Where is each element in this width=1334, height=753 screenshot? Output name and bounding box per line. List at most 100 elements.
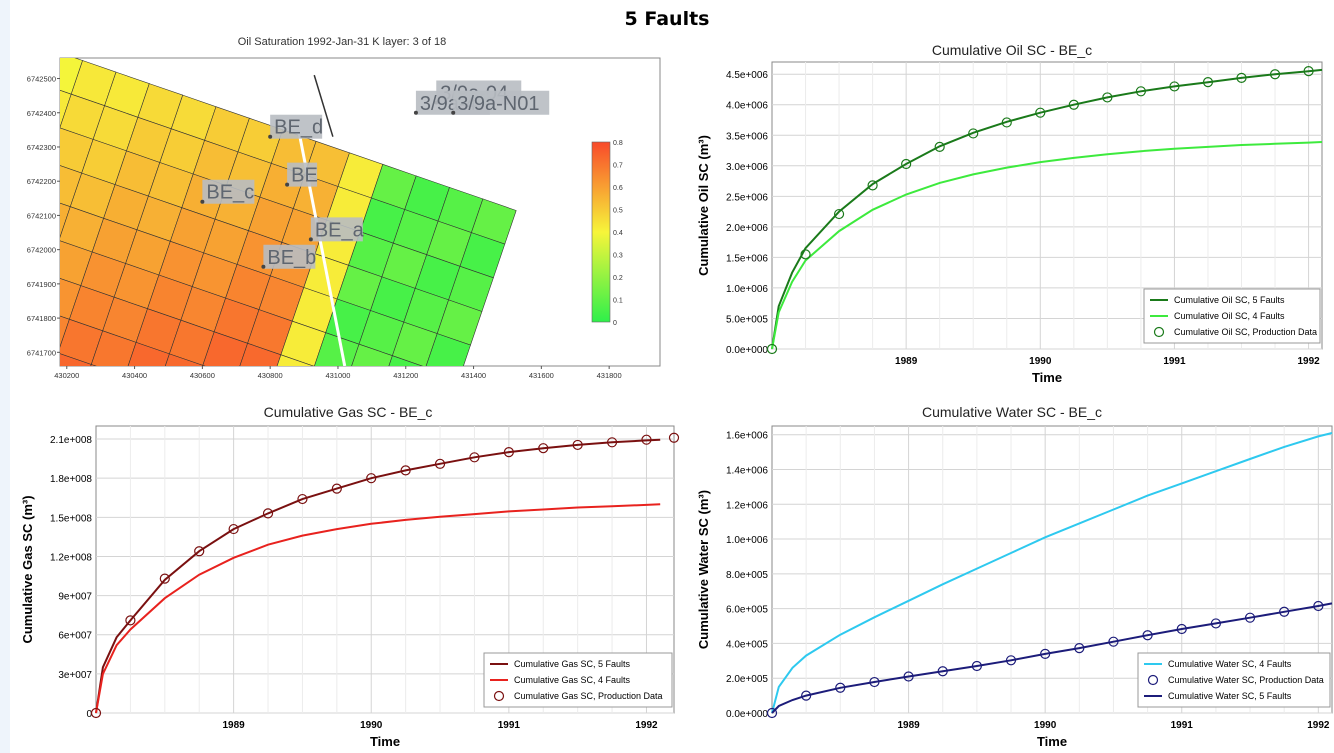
colorbar-tick-label: 0.1: [613, 298, 623, 305]
data-point: [297, 493, 308, 505]
y-tick-label: 6741900: [27, 280, 56, 289]
y-tick-label: 1.2e+008: [50, 552, 92, 563]
data-point: [400, 465, 411, 476]
x-tick-label: 1990: [1029, 356, 1052, 367]
grid-cell: [276, 354, 315, 366]
grid-cell: [127, 342, 170, 366]
data-point: [833, 208, 845, 220]
left-edge-strip: [0, 0, 10, 753]
x-tick-label: 1989: [897, 720, 920, 731]
x-tick-label: 431800: [597, 371, 622, 380]
y-tick-label: 2.0e+006: [726, 223, 768, 234]
grid-cell: [164, 353, 204, 366]
well-label-bg: [263, 244, 316, 269]
oil-saturation-map-panel: Oil Saturation 1992-Jan-31 K layer: 3 of…: [12, 36, 672, 380]
grid-cell: [388, 355, 423, 366]
legend-swatch: [1153, 326, 1165, 338]
grid-cell: [12, 184, 37, 229]
legend-swatch: [1147, 674, 1159, 686]
y-tick-label: 1.5e+008: [50, 513, 92, 524]
x-tick-label: 431600: [529, 371, 554, 380]
grid-cell: [12, 150, 48, 195]
y-tick-label: 6e+007: [58, 631, 92, 642]
page-title: 5 Faults: [624, 8, 710, 30]
y-tick-label: 9e+007: [58, 592, 92, 603]
colorbar-tick-label: 0.2: [613, 275, 623, 282]
y-tick-label: 5.0e+005: [726, 314, 768, 325]
well-label: BE_b: [267, 247, 316, 269]
y-tick-label: 1.2e+006: [726, 500, 768, 511]
data-point: [572, 439, 583, 451]
well-marker: [200, 199, 205, 204]
y-tick-label: 4.0e+005: [726, 639, 768, 650]
cumulative-gas-chart-panel: Cumulative Gas SC - BE_c 0 3e+007 6e+007 9e…: [12, 404, 684, 753]
series-line-0: [771, 68, 1323, 350]
oil-saturation-map: 430200 430400 430600 430800 431000 431200 4314…: [12, 57, 661, 380]
well-label: 3/9a-N01: [457, 93, 539, 115]
x-axis-label: Time: [1037, 734, 1067, 749]
y-tick-label: 6742500: [27, 75, 56, 84]
y-tick-label: 8.0e+005: [726, 570, 768, 581]
x-tick-label: 1992: [1297, 356, 1320, 367]
data-point: [538, 443, 549, 454]
data-point: [228, 523, 239, 535]
grid-cell: [13, 341, 58, 380]
well-marker: [308, 237, 313, 242]
well-label: BE: [291, 165, 318, 187]
series-line-2: [771, 602, 1333, 714]
data-point: [1236, 72, 1247, 83]
x-tick-label: 1990: [360, 720, 383, 731]
grid-cell: [414, 367, 459, 380]
data-point: [766, 707, 778, 719]
grid-cell: [12, 105, 26, 150]
legend-label: Cumulative Oil SC, 4 Faults: [1174, 311, 1285, 321]
legend-box: [1137, 652, 1331, 708]
grid-cell: [60, 90, 72, 129]
legend-label: Cumulative Gas SC, 5 Faults: [514, 659, 631, 669]
y-tick-label: 6742100: [27, 211, 56, 220]
x-tick-label: 430400: [122, 371, 147, 380]
legend-box: [1143, 288, 1321, 344]
y-tick-label: 1.0e+006: [726, 284, 768, 295]
grid-cell: [280, 320, 327, 366]
legend-label: Cumulative Water SC, Production Data: [1168, 675, 1324, 685]
well-label-bg: [202, 179, 255, 204]
data-point: [668, 432, 680, 443]
legend-swatch: [493, 690, 505, 702]
y-tick-label: 1.8e+008: [50, 474, 92, 485]
colorbar-tick-label: 0.7: [613, 163, 623, 170]
x-tick-label: 431000: [325, 371, 350, 380]
y-tick-label: 3e+007: [58, 670, 92, 681]
grid-cell: [12, 364, 13, 380]
colorbar-tick-label: 0.6: [613, 185, 623, 192]
x-tick-label: 430600: [190, 371, 215, 380]
grid-cell: [202, 331, 248, 366]
data-point: [90, 707, 102, 719]
fault-line: [313, 74, 334, 137]
colorbar-tick-label: 0.8: [613, 140, 623, 147]
legend-label: Cumulative Water SC, 5 Faults: [1168, 691, 1292, 701]
cumulative-water-chart: 0.0e+000 2.0e+005 4.0e+005 6.0e+005 8.0e+005…: [696, 425, 1333, 749]
well-label: BE_a: [315, 219, 365, 241]
well-label: BE_c: [206, 182, 254, 204]
legend-label: Cumulative Oil SC, 5 Faults: [1174, 295, 1285, 305]
colorbar-tick-label: 0: [613, 320, 617, 327]
series-line-0: [95, 438, 661, 714]
colorbar-tick-label: 0.5: [613, 208, 623, 215]
y-tick-label: 3.5e+006: [726, 131, 768, 142]
data-point: [1001, 117, 1012, 128]
chart-title: Oil Saturation 1992-Jan-31 K layer: 3 of…: [237, 36, 447, 48]
data-point: [1102, 92, 1113, 103]
grid-cell: [12, 217, 26, 262]
well-label-bg: [287, 162, 318, 187]
data-point: [366, 473, 377, 484]
well-marker: [261, 264, 266, 269]
x-tick-label: 1989: [222, 720, 245, 731]
y-tick-label: 0.0e+000: [726, 709, 768, 720]
x-tick-label: 1991: [498, 720, 521, 731]
data-point: [901, 158, 912, 170]
data-point: [1269, 69, 1281, 80]
data-point: [194, 546, 205, 557]
y-tick-label: 1.5e+006: [726, 253, 768, 264]
y-tick-label: 2.5e+006: [726, 192, 768, 203]
